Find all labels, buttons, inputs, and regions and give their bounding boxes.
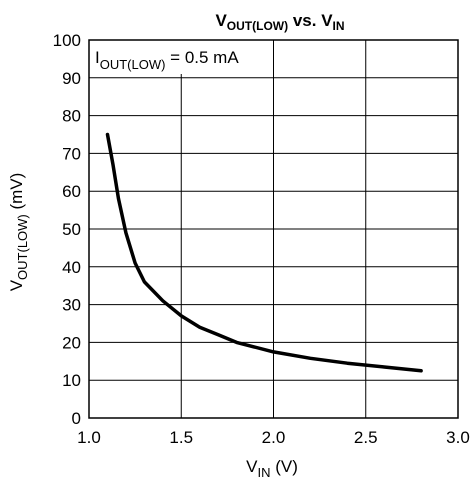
- y-tick-label-0: 0: [72, 409, 81, 428]
- y-tick-label-10: 10: [62, 371, 81, 390]
- y-tick-label-30: 30: [62, 296, 81, 315]
- annotation-i: I: [95, 48, 100, 67]
- series-line-0: [105, 132, 423, 373]
- x-axis-label-unit: (V): [270, 457, 297, 476]
- y-tick-label-20: 20: [62, 333, 81, 352]
- series-layer: [105, 132, 423, 373]
- annotation-background: [91, 40, 271, 74]
- y-tick-label-60: 60: [62, 182, 81, 201]
- x-tick-label-2.0: 2.0: [262, 428, 286, 447]
- grid: [89, 40, 458, 418]
- y-tick-label-70: 70: [62, 144, 81, 163]
- x-axis-label-v: V: [246, 457, 258, 476]
- x-axis-ticks: 1.0 1.5 2.0 2.5 3.0: [77, 428, 470, 447]
- y-axis-label-unit: (mV): [7, 173, 26, 215]
- title-vs: vs. V: [288, 11, 333, 30]
- chart-title: VOUT(LOW) vs. VIN: [215, 11, 344, 33]
- y-tick-label-40: 40: [62, 258, 81, 277]
- x-tick-label-3.0: 3.0: [446, 428, 470, 447]
- y-axis-label-subscript: OUT(LOW): [15, 214, 30, 280]
- y-tick-label-100: 100: [53, 31, 81, 50]
- y-axis-label-v: V: [7, 279, 26, 291]
- x-axis-label: VIN (V): [246, 457, 298, 480]
- y-tick-label-80: 80: [62, 107, 81, 126]
- title-v-subscript: OUT(LOW): [227, 19, 288, 33]
- x-tick-label-1.5: 1.5: [169, 428, 193, 447]
- plot-frame: [88, 39, 459, 419]
- annotation-subscript: OUT(LOW): [100, 57, 166, 72]
- y-axis-ticks: 0 10 20 30 40 50 60 70 80 90 100: [53, 31, 81, 428]
- title-vin-subscript: IN: [333, 19, 345, 33]
- x-axis-label-subscript: IN: [257, 465, 270, 480]
- y-tick-label-50: 50: [62, 220, 81, 239]
- title-v: V: [215, 11, 227, 30]
- x-tick-label-2.5: 2.5: [354, 428, 378, 447]
- annotation-value: = 0.5 mA: [165, 48, 239, 67]
- annotation-label: IOUT(LOW) = 0.5 mA: [95, 48, 239, 72]
- y-axis-label: VOUT(LOW) (mV): [7, 173, 30, 292]
- y-tick-label-90: 90: [62, 69, 81, 88]
- x-tick-label-1.0: 1.0: [77, 428, 101, 447]
